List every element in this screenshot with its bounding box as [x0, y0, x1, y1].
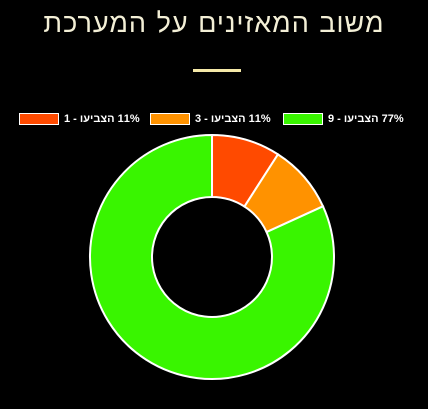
legend-label-3: 11% הצביעו - 3 — [195, 113, 271, 125]
chart-title: משוב המאזינים על המערכת — [43, 8, 385, 39]
legend-swatch-1 — [19, 113, 59, 125]
legend-label-9: 77% הצביעו - 9 — [328, 113, 404, 125]
title-underline — [193, 69, 241, 72]
legend-swatch-9 — [283, 113, 323, 125]
chart-legend: 11% הצביעו - 1 11% הצביעו - 3 77% הצביעו… — [0, 110, 428, 128]
legend-item-3[interactable]: 11% הצביעו - 3 — [150, 110, 271, 128]
legend-swatch-3 — [150, 113, 190, 125]
slice-3[interactable] — [89, 133, 335, 380]
slices-group — [89, 133, 335, 380]
legend-item-1[interactable]: 11% הצביעו - 1 — [19, 110, 140, 128]
legend-label-1: 11% הצביעו - 1 — [64, 113, 140, 125]
legend-item-9[interactable]: 77% הצביעו - 9 — [283, 110, 404, 128]
